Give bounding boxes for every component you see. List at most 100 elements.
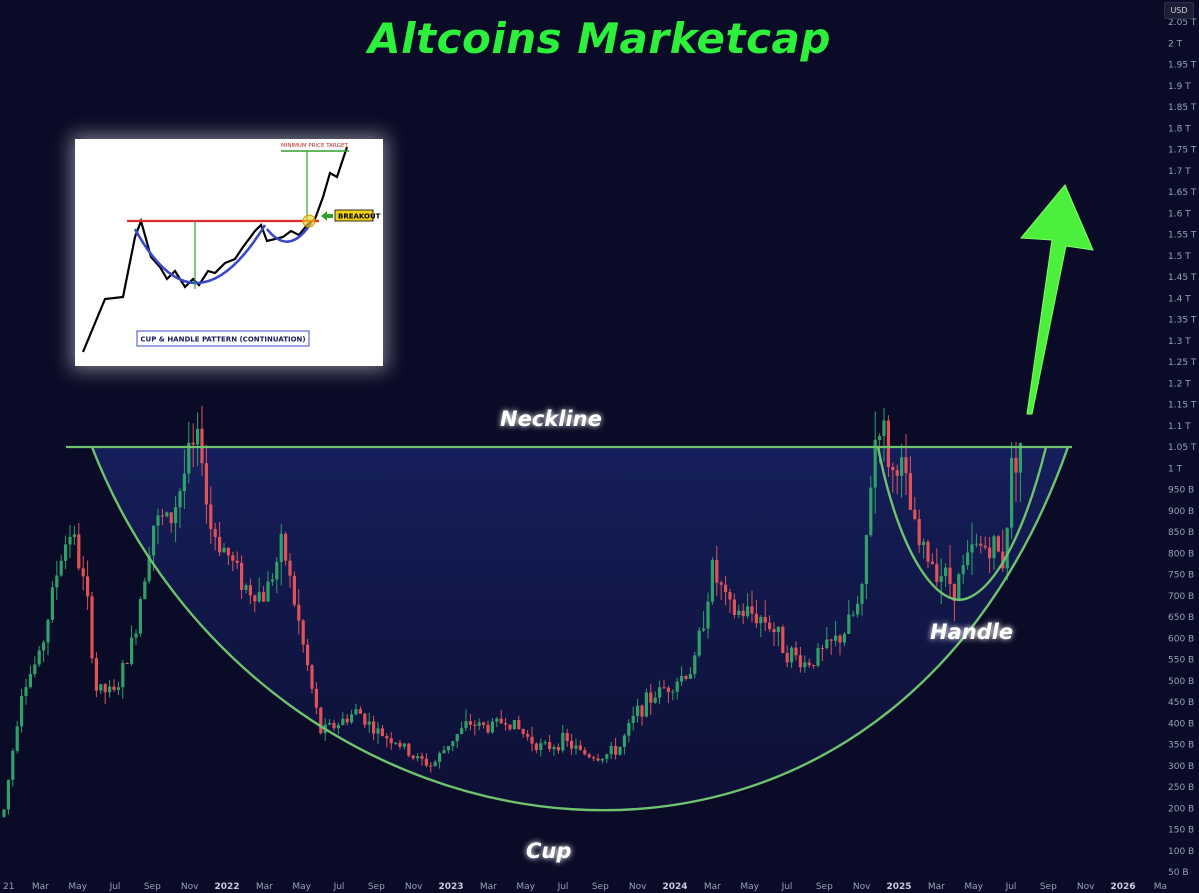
candle-up [539,743,543,751]
x-tick-label: Jul [109,882,121,892]
candle-down [732,599,736,616]
candle-up [627,722,631,736]
y-tick-label: 300 B [1168,762,1194,772]
y-tick-label: 2.05 T [1168,18,1197,28]
candle-down [86,576,90,597]
candle-up [178,491,182,508]
y-tick-label: 1.85 T [1168,103,1197,113]
candle-up [477,722,481,726]
candle-down [807,662,811,666]
y-tick-label: 1.35 T [1168,316,1197,326]
candle-down [565,732,569,741]
candle-up [790,647,794,663]
candle-up [15,726,19,751]
candle-up [834,635,838,641]
candle-up [882,420,886,436]
y-tick-label: 1.7 T [1168,167,1191,177]
candle-down [583,750,587,755]
x-tick-label: Sep [368,882,385,892]
candle-up [561,732,565,751]
candle-up [803,662,807,668]
x-tick-label: Mar [32,882,49,892]
candle-down [1001,551,1005,569]
candle-down [754,613,758,624]
x-tick-label: Nov [629,882,647,892]
candle-down [332,722,336,729]
candle-down [284,533,288,561]
candle-up [2,809,6,817]
x-tick-label: Nov [853,882,871,892]
x-tick-label: Jul [1005,882,1017,892]
candle-down [81,568,85,577]
inset-caption-box [136,330,310,347]
y-tick-label: 450 B [1168,698,1194,708]
candle-up [64,544,68,561]
x-tick-label: Nov [1077,882,1095,892]
candle-down [820,648,824,650]
candle-down [948,567,952,585]
y-tick-label: 250 B [1168,783,1194,793]
candle-up [270,579,274,582]
candle-up [266,581,270,602]
candle-down [297,604,301,621]
candle-down [486,724,490,733]
candle-up [6,779,10,810]
candle-up [693,655,697,675]
candle-down [420,756,424,759]
cup-label: Cup [526,839,571,863]
candle-up [402,743,406,747]
candle-up [653,697,657,703]
candle-down [996,536,1000,552]
candle-down [253,595,257,602]
y-tick-label: 2 T [1168,39,1183,49]
candle-down [204,463,208,505]
candle-up [59,560,63,576]
candle-down [358,709,362,714]
y-tick-label: 900 B [1168,507,1194,517]
candle-down [715,560,719,583]
x-tick-label: Sep [816,882,833,892]
candle-up [50,587,54,620]
candle-up [873,439,877,488]
candle-down [917,519,921,546]
candle-down [662,687,666,689]
candle-up [72,534,76,537]
candle-up [33,664,37,675]
x-tick-label: Mar [928,882,945,892]
y-tick-label: 500 B [1168,677,1194,687]
candle-up [710,560,714,602]
currency-badge[interactable]: USD [1164,2,1194,19]
x-tick-label: May [516,882,535,892]
candle-down [160,515,164,517]
chart-title: Altcoins Marketcap [368,14,831,63]
x-tick-label: 2026 [1110,882,1135,892]
candle-up [451,741,455,747]
y-tick-label: 1.6 T [1168,209,1191,219]
candle-down [385,736,389,739]
inset-caption: CUP & HANDLE PATTERN (CONTINUATION) [140,336,305,344]
candle-down [741,610,745,617]
candle-up [152,525,156,556]
candle-down [596,758,600,761]
x-tick-label: Jul [557,882,569,892]
candle-down [292,575,296,605]
candle-down [838,635,842,643]
cup-fill-area [92,447,1068,811]
candle-up [631,715,635,723]
x-tick-label: May [740,882,759,892]
x-tick-label: Mar [256,882,273,892]
candle-up [618,746,622,755]
candle-down [103,684,107,693]
candle-up [495,718,499,722]
candle-up [697,630,701,656]
candle-up [966,552,970,566]
candle-down [829,639,833,641]
candle-down [666,687,670,692]
cup-curve [90,446,1070,812]
y-axis: 2.05 T 2 T 1.95 T 1.9 T 1.85 T 1.8 T 1.75 T 1.7… [1168,18,1197,878]
candle-down [794,647,798,656]
candle-up [55,575,59,588]
handle-label: Handle [930,620,1013,644]
candle-up [776,626,780,633]
y-tick-label: 1.55 T [1168,231,1197,241]
